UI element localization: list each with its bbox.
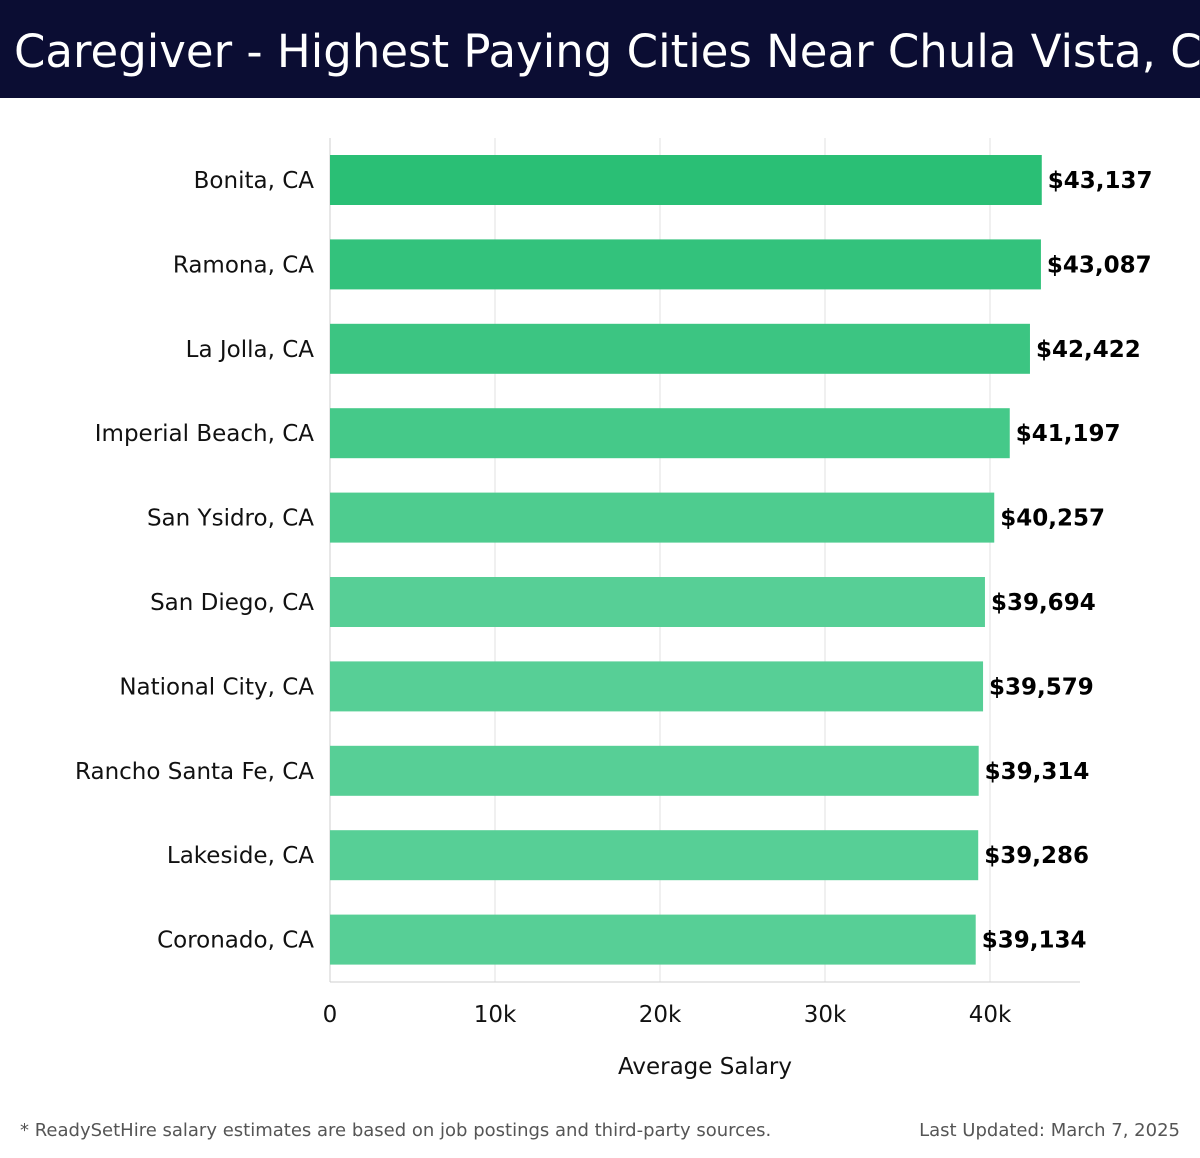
category-label-1: Ramona, CA xyxy=(173,252,314,278)
bar-3 xyxy=(330,408,1010,459)
category-label-5: San Diego, CA xyxy=(150,590,314,616)
bar-7 xyxy=(330,745,979,796)
salary-bar-chart: Bonita, CA $43,137 Ramona, CA $43,087 La Jol… xyxy=(75,138,1153,1080)
value-label-1: $43,087 xyxy=(1047,252,1152,278)
category-label-4: San Ysidro, CA xyxy=(147,506,314,532)
category-label-3: Imperial Beach, CA xyxy=(95,421,315,447)
category-label-0: Bonita, CA xyxy=(194,168,315,194)
value-label-9: $39,134 xyxy=(982,928,1087,954)
bar-2 xyxy=(330,323,1030,374)
x-tick-label-3: 30k xyxy=(804,1002,847,1028)
footnote: * ReadySetHire salary estimates are base… xyxy=(20,1120,772,1141)
category-label-6: National City, CA xyxy=(119,674,314,700)
value-label-7: $39,314 xyxy=(985,759,1090,785)
bar-4 xyxy=(330,492,995,543)
bar-9 xyxy=(330,914,976,965)
value-label-3: $41,197 xyxy=(1016,421,1121,447)
value-label-5: $39,694 xyxy=(991,590,1096,616)
value-label-8: $39,286 xyxy=(984,843,1089,869)
category-label-9: Coronado, CA xyxy=(157,928,314,954)
category-label-2: La Jolla, CA xyxy=(186,337,315,363)
x-tick-label-1: 10k xyxy=(474,1002,517,1028)
last-updated: Last Updated: March 7, 2025 xyxy=(919,1120,1180,1141)
category-label-7: Rancho Santa Fe, CA xyxy=(75,759,314,785)
x-tick-label-0: 0 xyxy=(323,1002,338,1028)
value-label-4: $40,257 xyxy=(1000,506,1105,532)
x-tick-label-4: 40k xyxy=(969,1002,1012,1028)
bar-8 xyxy=(330,830,979,881)
x-tick-label-2: 20k xyxy=(639,1002,682,1028)
value-label-0: $43,137 xyxy=(1048,168,1153,194)
bar-5 xyxy=(330,577,985,627)
value-label-6: $39,579 xyxy=(989,674,1094,700)
bar-0 xyxy=(330,155,1042,205)
value-label-2: $42,422 xyxy=(1036,337,1141,363)
category-label-8: Lakeside, CA xyxy=(167,843,314,869)
x-axis-title: Average Salary xyxy=(618,1054,792,1080)
header-banner: Caregiver - Highest Paying Cities Near C… xyxy=(0,0,1200,98)
bar-6 xyxy=(330,661,984,712)
page-title: Caregiver - Highest Paying Cities Near C… xyxy=(14,25,1200,78)
bar-1 xyxy=(330,239,1041,290)
